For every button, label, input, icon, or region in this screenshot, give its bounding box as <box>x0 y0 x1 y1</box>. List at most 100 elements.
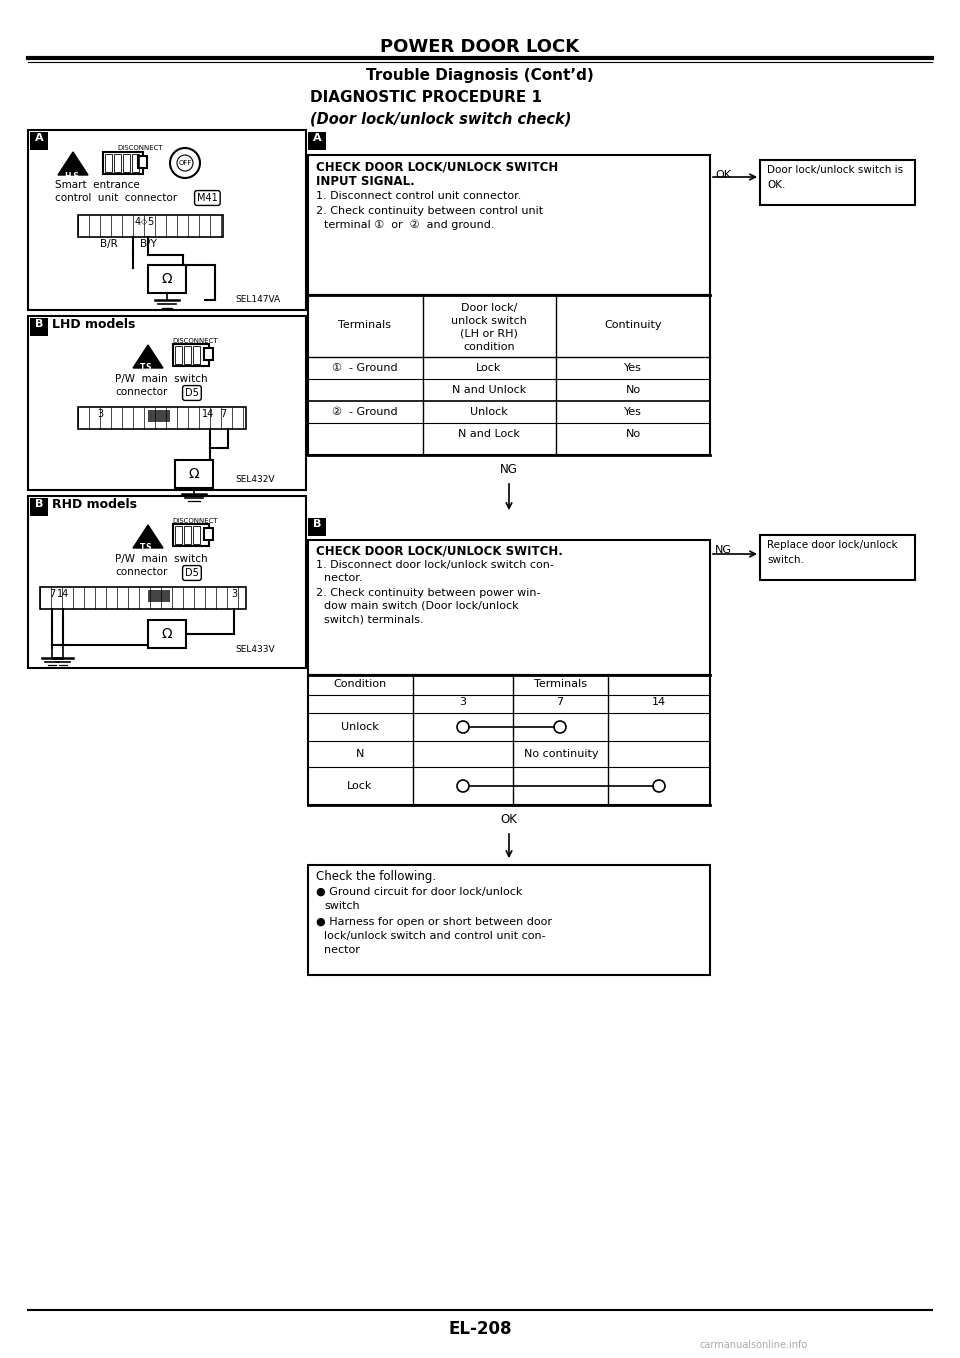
Text: OK.: OK. <box>767 181 785 190</box>
Text: 14: 14 <box>202 409 214 420</box>
Bar <box>760 160 915 205</box>
Text: ● Harness for open or short between door: ● Harness for open or short between door <box>316 917 552 928</box>
Text: OFF: OFF <box>179 160 192 166</box>
Text: dow main switch (Door lock/unlock: dow main switch (Door lock/unlock <box>324 602 518 611</box>
Text: 3: 3 <box>231 589 237 599</box>
Text: Terminals: Terminals <box>339 320 392 330</box>
Text: Door lock/unlock switch is: Door lock/unlock switch is <box>767 166 903 175</box>
Text: POWER DOOR LOCK: POWER DOOR LOCK <box>380 38 580 56</box>
Text: M41: M41 <box>197 193 218 202</box>
Text: connector: connector <box>115 387 167 397</box>
Bar <box>175 346 182 364</box>
Bar <box>308 540 710 675</box>
Text: lock/unlock switch and control unit con-: lock/unlock switch and control unit con- <box>324 932 545 941</box>
Text: Ω: Ω <box>161 627 172 641</box>
Text: switch: switch <box>324 900 360 911</box>
Text: A: A <box>35 133 43 143</box>
Text: N and Lock: N and Lock <box>458 429 520 439</box>
Text: RHD models: RHD models <box>52 498 137 511</box>
Text: carmanualsonline.info: carmanualsonline.info <box>700 1340 808 1350</box>
Text: 3: 3 <box>97 409 103 420</box>
Text: terminal ①  or  ②  and ground.: terminal ① or ② and ground. <box>324 220 494 231</box>
Text: Lock: Lock <box>348 781 372 790</box>
Bar <box>148 410 170 422</box>
Bar <box>175 526 182 545</box>
Bar <box>30 498 48 516</box>
Text: T.S.: T.S. <box>140 543 156 551</box>
Bar <box>148 265 186 293</box>
Text: (LH or RH): (LH or RH) <box>460 329 518 340</box>
Text: No continuity: No continuity <box>524 750 598 759</box>
Text: EL-208: EL-208 <box>448 1320 512 1338</box>
Text: 7: 7 <box>49 589 55 599</box>
Text: Lock: Lock <box>476 363 502 373</box>
Bar <box>184 346 191 364</box>
Text: ● Ground circuit for door lock/unlock: ● Ground circuit for door lock/unlock <box>316 887 522 898</box>
Text: N: N <box>356 750 364 759</box>
Bar <box>184 526 191 545</box>
Text: Yes: Yes <box>624 363 642 373</box>
Text: 14: 14 <box>652 697 666 708</box>
Text: ①  - Ground: ① - Ground <box>332 363 397 373</box>
Text: 14: 14 <box>57 589 69 599</box>
Text: No: No <box>625 386 640 395</box>
Text: switch) terminals.: switch) terminals. <box>324 614 423 623</box>
Bar <box>193 526 200 545</box>
Text: 1. Disconnect control unit connector.: 1. Disconnect control unit connector. <box>316 191 521 201</box>
Text: 5: 5 <box>147 217 154 227</box>
Bar <box>148 589 170 602</box>
Bar <box>204 528 213 540</box>
Bar <box>308 155 710 295</box>
Text: SEL432V: SEL432V <box>235 475 275 483</box>
Bar <box>28 496 306 668</box>
Text: DISCONNECT: DISCONNECT <box>172 338 218 344</box>
Bar <box>78 215 223 238</box>
Text: P/W  main  switch: P/W main switch <box>115 373 207 384</box>
Text: B: B <box>313 519 322 530</box>
Text: nector.: nector. <box>324 573 363 583</box>
Bar <box>28 130 306 310</box>
Text: Smart  entrance: Smart entrance <box>55 181 140 190</box>
Text: condition: condition <box>463 342 515 352</box>
Text: N and Unlock: N and Unlock <box>452 386 526 395</box>
Text: Yes: Yes <box>624 407 642 417</box>
Bar <box>148 621 186 648</box>
Text: SEL433V: SEL433V <box>235 645 275 655</box>
Text: connector: connector <box>115 568 167 577</box>
Bar <box>114 153 121 172</box>
Text: Unlock: Unlock <box>470 407 508 417</box>
Text: H.S.: H.S. <box>64 172 82 181</box>
Text: control  unit  connector: control unit connector <box>55 193 178 202</box>
Text: OK: OK <box>500 813 517 826</box>
Text: LHD models: LHD models <box>52 318 135 331</box>
Bar <box>308 132 326 149</box>
Bar <box>132 153 139 172</box>
Text: switch.: switch. <box>767 555 804 565</box>
Bar <box>30 132 48 149</box>
Bar <box>28 316 306 490</box>
Bar <box>175 460 213 488</box>
Bar <box>308 295 710 455</box>
Text: DISCONNECT: DISCONNECT <box>172 517 218 524</box>
Bar <box>173 344 209 367</box>
Text: Ω: Ω <box>161 272 172 287</box>
Text: Door lock/: Door lock/ <box>461 303 517 312</box>
Text: Ω: Ω <box>189 467 200 481</box>
Polygon shape <box>133 526 163 549</box>
Polygon shape <box>58 152 88 175</box>
Bar <box>30 318 48 335</box>
Text: NG: NG <box>715 545 732 555</box>
Text: Continuity: Continuity <box>604 320 661 330</box>
Bar <box>138 156 147 168</box>
Text: nector: nector <box>324 945 360 955</box>
Text: 1. Disconnect door lock/unlock switch con-: 1. Disconnect door lock/unlock switch co… <box>316 559 554 570</box>
Text: Condition: Condition <box>333 679 387 689</box>
Text: OK: OK <box>715 170 731 181</box>
Text: B: B <box>35 319 43 329</box>
Text: ②  - Ground: ② - Ground <box>332 407 397 417</box>
Text: B/Y: B/Y <box>140 239 156 249</box>
Text: D5: D5 <box>185 568 199 579</box>
Text: SEL147VA: SEL147VA <box>235 295 280 304</box>
Text: D5: D5 <box>185 388 199 398</box>
Text: No: No <box>625 429 640 439</box>
